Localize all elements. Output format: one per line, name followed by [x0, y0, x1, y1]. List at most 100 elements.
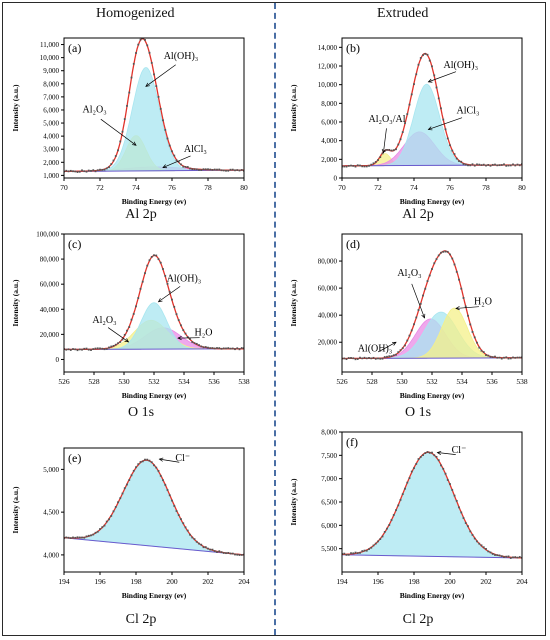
raw-data-point [485, 548, 487, 550]
annotation-label: Al(OH)₃ [167, 274, 202, 285]
raw-data-point [368, 164, 370, 167]
y-tick-label: 5,500 [321, 545, 337, 553]
raw-data-point [191, 168, 194, 171]
x-tick-label: 528 [366, 377, 378, 386]
annotation-arrow [158, 286, 181, 303]
x-tick-label: 78 [204, 183, 212, 192]
raw-data-point [96, 347, 99, 350]
raw-data-point [231, 168, 234, 171]
raw-data-point [126, 483, 128, 486]
raw-data-point [92, 348, 95, 350]
raw-data-point [507, 164, 510, 167]
raw-data-point [137, 43, 140, 46]
raw-data-point [354, 165, 357, 168]
raw-data-point [431, 65, 433, 68]
raw-data-point [67, 536, 70, 539]
raw-data-point [195, 168, 198, 171]
raw-data-point [359, 551, 361, 554]
y-tick-label: 60,000 [40, 281, 60, 289]
raw-data-point [101, 347, 104, 350]
raw-data-point [173, 505, 176, 507]
raw-data-point [451, 149, 454, 152]
raw-data-point [83, 536, 86, 539]
raw-data-point [117, 342, 119, 345]
raw-data-point [227, 169, 230, 172]
raw-data-point [182, 522, 185, 525]
raw-data-point [460, 287, 463, 290]
raw-data-point [415, 73, 418, 76]
x-tick-label: 526 [58, 377, 70, 386]
raw-data-point [198, 542, 200, 545]
raw-data-point [202, 168, 205, 171]
raw-data-point [413, 467, 415, 470]
raw-data-point [148, 51, 151, 54]
raw-data-point [114, 155, 117, 157]
caption-o-1s-right: O 1s [404, 405, 432, 420]
raw-data-point [195, 540, 198, 543]
raw-data-point [135, 466, 137, 469]
raw-data-point [182, 329, 185, 332]
raw-data-point [462, 297, 465, 299]
raw-data-point [345, 358, 348, 361]
annotation-arrow [455, 306, 479, 309]
raw-data-point [343, 552, 346, 555]
raw-data-point [404, 122, 406, 125]
caption-al-2p-left: Al 2p [125, 207, 157, 222]
raw-data-point [135, 305, 137, 308]
raw-data-point [451, 257, 454, 260]
raw-data-point [422, 54, 424, 57]
raw-data-point [365, 165, 368, 168]
raw-data-point [209, 548, 212, 551]
raw-data-point [406, 113, 409, 116]
annotation-arrow [428, 117, 463, 130]
panel-label: (b) [346, 41, 360, 55]
raw-data-point [372, 544, 375, 547]
annotation-arrow [100, 118, 137, 146]
y-tick-label: 10,000 [40, 54, 60, 62]
x-axis-label: Binding Energy (ev) [122, 591, 187, 600]
raw-data-point [442, 467, 445, 470]
y-axis-label: Intensity (a.u.) [11, 84, 20, 131]
raw-data-point [455, 157, 458, 160]
x-tick-label: 70 [60, 183, 68, 192]
raw-data-point [225, 552, 227, 555]
raw-data-point [482, 163, 485, 166]
raw-data-point [419, 57, 422, 59]
raw-data-point [446, 250, 449, 253]
raw-data-point [485, 354, 487, 356]
raw-data-point [392, 514, 395, 516]
raw-data-point [99, 528, 101, 530]
x-tick-label: 532 [148, 377, 160, 386]
raw-data-point [365, 357, 368, 360]
raw-data-point [202, 346, 205, 349]
raw-data-point [476, 540, 478, 543]
raw-data-point [72, 536, 74, 539]
raw-data-point [413, 323, 415, 326]
raw-data-point [74, 536, 77, 539]
x-tick-label: 196 [94, 577, 106, 586]
raw-data-point [453, 153, 456, 156]
raw-data-point [103, 348, 106, 351]
raw-data-point [85, 170, 88, 173]
raw-data-point [128, 91, 131, 94]
raw-data-point [455, 500, 458, 502]
raw-data-point [204, 546, 207, 548]
annotation-label: Al(OH)₃ [358, 344, 393, 355]
raw-data-point [381, 535, 384, 538]
annotation-label: AlCl₃ [184, 144, 207, 155]
raw-data-point [81, 536, 83, 539]
raw-data-point [471, 163, 474, 166]
raw-data-point [408, 477, 411, 479]
raw-data-point [222, 552, 225, 554]
raw-data-point [211, 168, 214, 171]
raw-data-point [189, 167, 191, 170]
x-tick-label: 532 [426, 377, 438, 386]
raw-data-point [123, 333, 126, 336]
raw-data-point [516, 356, 519, 359]
raw-data-point [363, 356, 366, 359]
raw-data-point [480, 544, 483, 547]
raw-data-point [103, 168, 106, 171]
raw-data-point [177, 161, 180, 163]
raw-data-point [372, 162, 375, 165]
raw-data-point [352, 164, 355, 167]
